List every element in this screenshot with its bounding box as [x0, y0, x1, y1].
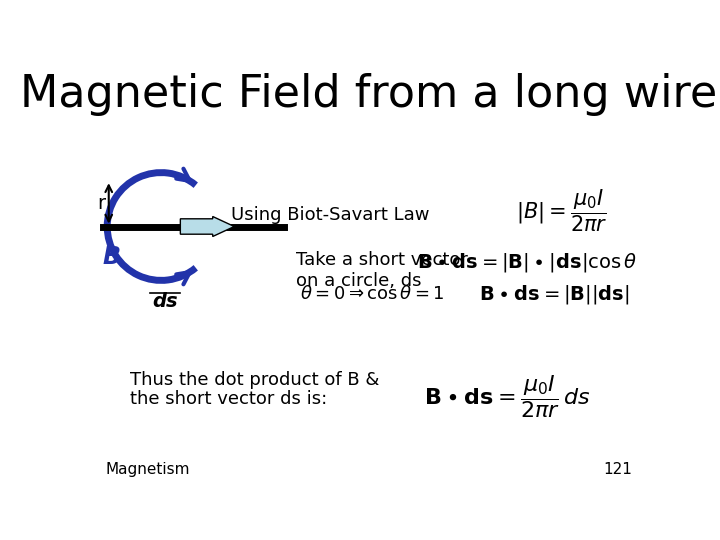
Text: B: B — [102, 245, 120, 269]
Text: $\mathbf{B} \bullet \mathbf{ds} = \dfrac{\mu_0 I}{2\pi r}\,ds$: $\mathbf{B} \bullet \mathbf{ds} = \dfrac… — [424, 373, 591, 420]
Text: $|B| = \dfrac{\mu_0 I}{2\pi r}$: $|B| = \dfrac{\mu_0 I}{2\pi r}$ — [516, 188, 607, 234]
Text: Magnetic Field from a long wire: Magnetic Field from a long wire — [20, 72, 718, 116]
Text: $\mathbf{B} \bullet \mathbf{ds} = |\mathbf{B}| \bullet |\mathbf{ds}| \cos\theta$: $\mathbf{B} \bullet \mathbf{ds} = |\math… — [417, 251, 637, 274]
Text: Thus the dot product of B &: Thus the dot product of B & — [130, 372, 379, 389]
Text: $\mathbf{B} \bullet \mathbf{ds} = |\mathbf{B}||\mathbf{ds}|$: $\mathbf{B} \bullet \mathbf{ds} = |\math… — [479, 283, 629, 306]
Text: 121: 121 — [603, 462, 632, 477]
Text: Take a short vector
on a circle, ds: Take a short vector on a circle, ds — [296, 251, 468, 290]
Text: Magnetism: Magnetism — [106, 462, 190, 477]
Text: ds: ds — [152, 292, 178, 311]
FancyArrow shape — [180, 217, 234, 237]
Text: $\theta = 0 \Rightarrow \cos\theta = 1$: $\theta = 0 \Rightarrow \cos\theta = 1$ — [300, 285, 444, 303]
Text: the short vector ds is:: the short vector ds is: — [130, 390, 328, 408]
Text: Using Biot-Savart Law: Using Biot-Savart Law — [231, 206, 430, 224]
Text: r: r — [97, 194, 106, 213]
